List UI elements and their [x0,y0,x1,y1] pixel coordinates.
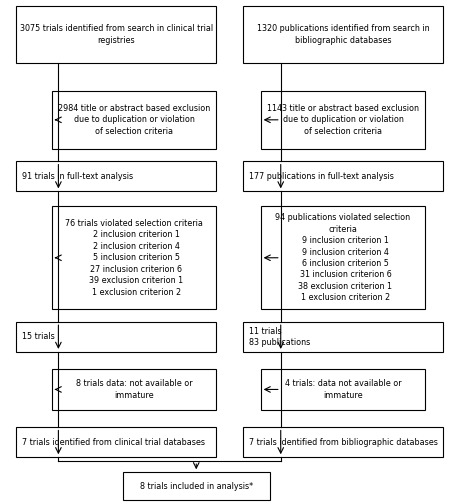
Text: 7 trials identified from bibliographic databases: 7 trials identified from bibliographic d… [249,438,438,447]
FancyBboxPatch shape [16,161,216,191]
Text: 94 publications violated selection
criteria
  9 inclusion criterion 1
  9 inclus: 94 publications violated selection crite… [275,213,410,302]
Text: 76 trials violated selection criteria
  2 inclusion criterion 1
  2 inclusion cr: 76 trials violated selection criteria 2 … [65,219,203,297]
FancyBboxPatch shape [123,472,270,500]
FancyBboxPatch shape [52,91,216,149]
Text: 91 trials in full-text analysis: 91 trials in full-text analysis [22,172,134,181]
FancyBboxPatch shape [16,322,216,352]
FancyBboxPatch shape [243,427,443,457]
FancyBboxPatch shape [261,91,425,149]
FancyBboxPatch shape [16,6,216,63]
Text: 8 trials data: not available or
immature: 8 trials data: not available or immature [76,379,192,400]
Text: 8 trials included in analysis*: 8 trials included in analysis* [140,481,253,490]
FancyBboxPatch shape [261,206,425,309]
Text: 1143 title or abstract based exclusion
due to duplication or violation
of select: 1143 title or abstract based exclusion d… [267,104,419,136]
FancyBboxPatch shape [261,369,425,409]
Text: 4 trials: data not available or
immature: 4 trials: data not available or immature [285,379,401,400]
FancyBboxPatch shape [52,369,216,409]
Text: 177 publications in full-text analysis: 177 publications in full-text analysis [249,172,394,181]
Text: 11 trials
83 publications: 11 trials 83 publications [249,326,310,347]
Text: 2984 title or abstract based exclusion
due to duplication or violation
of select: 2984 title or abstract based exclusion d… [58,104,210,136]
Text: 1320 publications identified from search in
bibliographic databases: 1320 publications identified from search… [257,24,429,45]
FancyBboxPatch shape [16,427,216,457]
FancyBboxPatch shape [243,161,443,191]
Text: 15 trials: 15 trials [22,332,55,341]
Text: 3075 trials identified from search in clinical trial
registries: 3075 trials identified from search in cl… [19,24,213,45]
FancyBboxPatch shape [243,322,443,352]
FancyBboxPatch shape [52,206,216,309]
FancyBboxPatch shape [243,6,443,63]
Text: 7 trials identified from clinical trial databases: 7 trials identified from clinical trial … [22,438,205,447]
